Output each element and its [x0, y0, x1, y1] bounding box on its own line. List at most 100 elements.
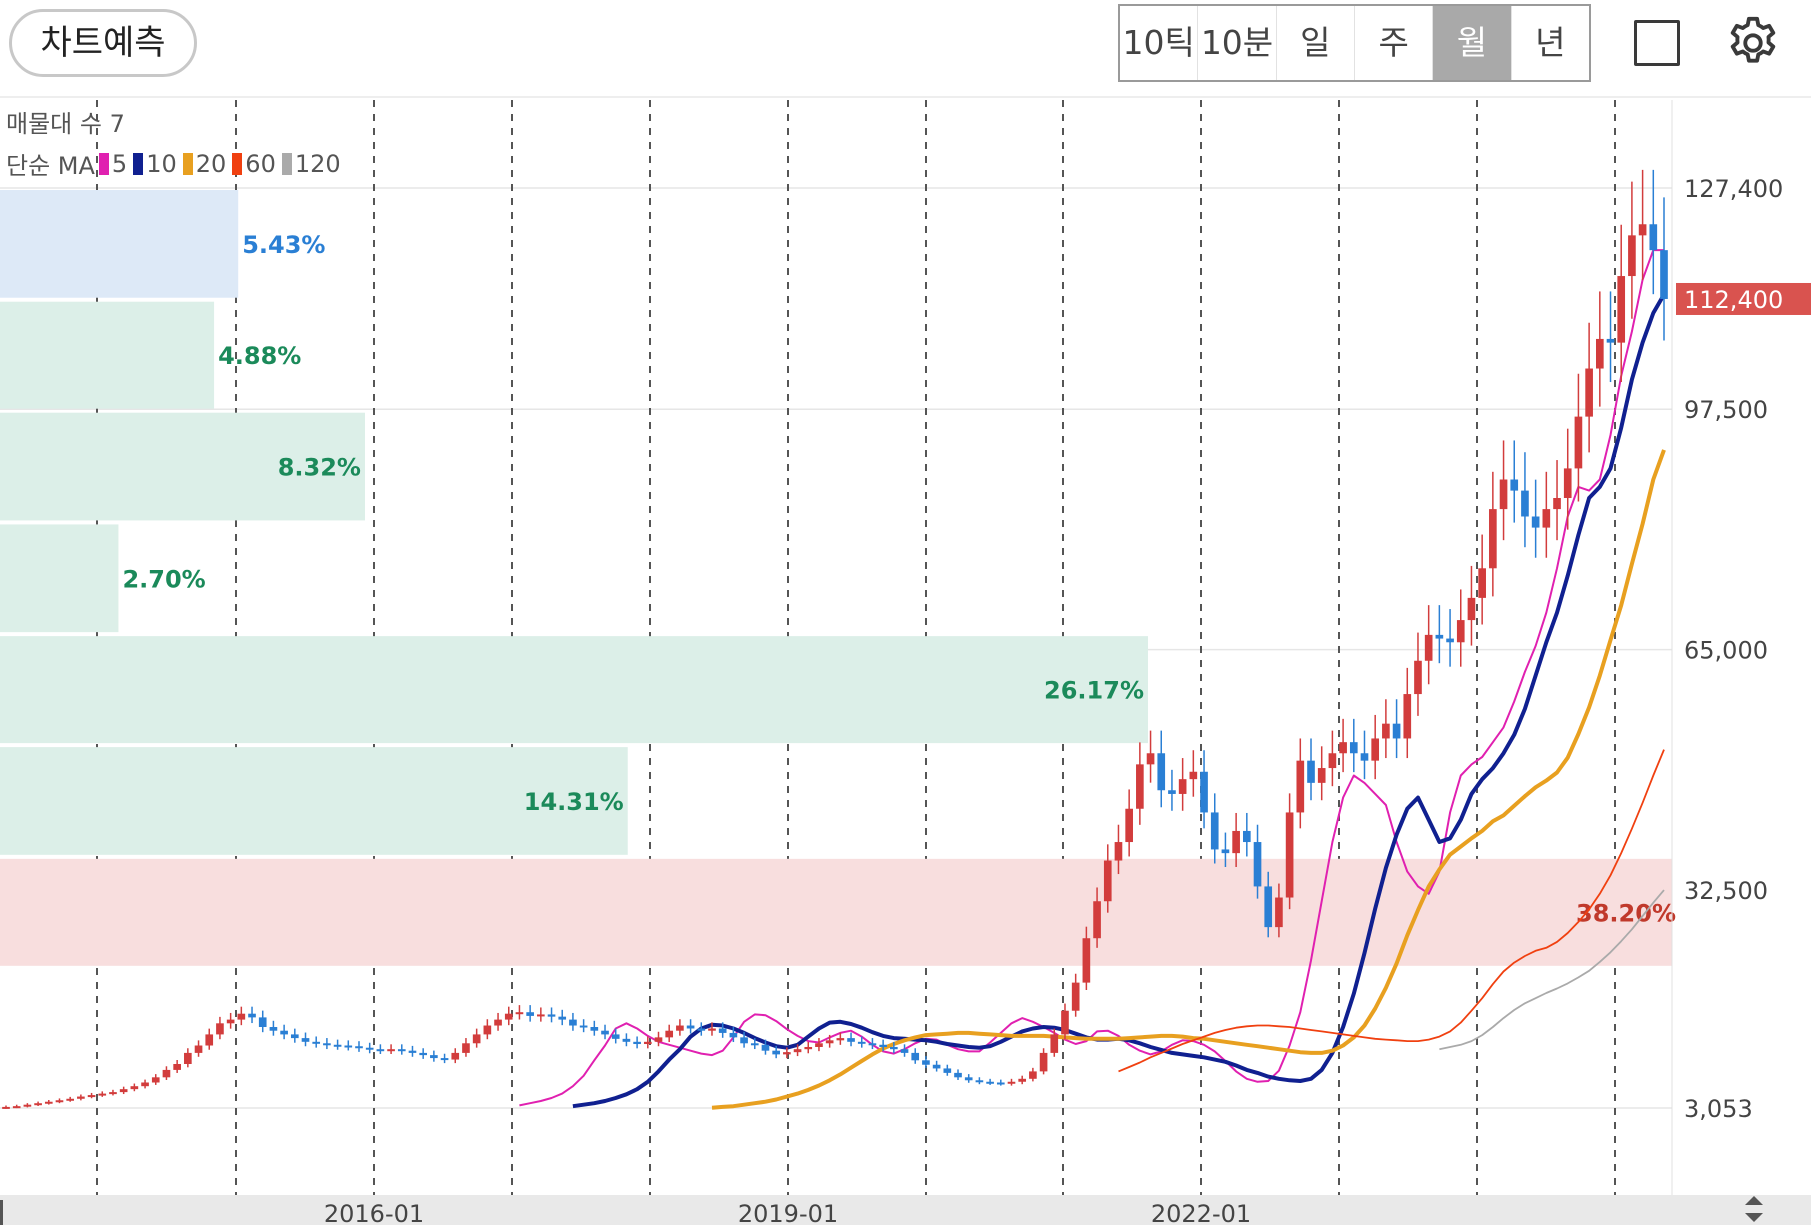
volume-profile: 5.43% 4.88% 8.32% 2.70% 26.17% 14.31% 38.20%: [0, 190, 1676, 966]
period-tab-month[interactable]: 월: [1433, 6, 1512, 80]
candle-down: [761, 1044, 770, 1051]
candle-down: [622, 1038, 631, 1042]
ma-legend-label: 단순 MA: [6, 152, 95, 180]
candle-up: [1617, 276, 1626, 343]
candle-up: [216, 1023, 224, 1035]
candle-down: [440, 1058, 449, 1061]
candle-down: [611, 1034, 620, 1039]
square-icon[interactable]: [1634, 20, 1680, 66]
volume-profile-bar: [0, 412, 365, 521]
candle-up: [1007, 1081, 1016, 1084]
candle-up: [77, 1096, 85, 1099]
y-tick-label: 65,000: [1684, 637, 1768, 665]
candle-down: [1360, 753, 1369, 761]
candle-up: [44, 1101, 53, 1104]
candle-down: [1307, 760, 1315, 783]
candle-down: [922, 1060, 930, 1065]
y-tick-label: 3,053: [1684, 1095, 1753, 1123]
candle-down: [1200, 771, 1208, 813]
volume-profile-percent: 26.17%: [1044, 677, 1144, 705]
axes: 3,05332,50065,00097,500127,400112,400201…: [0, 99, 1811, 1225]
candle-up: [1136, 764, 1144, 809]
ma5-label: 5: [111, 149, 128, 178]
ma20-swatch: [182, 152, 193, 175]
period-tab-day[interactable]: 일: [1277, 6, 1355, 80]
candle-down: [750, 1043, 759, 1046]
candle-down: [772, 1050, 780, 1055]
candle-down: [258, 1017, 267, 1028]
candle-down: [868, 1043, 877, 1046]
candle-up: [537, 1014, 545, 1017]
candle-up: [1382, 723, 1390, 739]
candle-up: [1585, 368, 1593, 417]
candle-up: [515, 1012, 524, 1015]
period-tab-10tick[interactable]: 10틱: [1120, 6, 1199, 80]
candle-down: [590, 1027, 599, 1031]
ma120-label: 120: [294, 149, 341, 178]
y-tick-label: 97,500: [1684, 396, 1768, 424]
candle-up: [1542, 509, 1551, 528]
candle-down: [1253, 842, 1262, 887]
scroll-left-marker: [0, 1200, 3, 1225]
candle-up: [1371, 738, 1380, 761]
candle-down: [954, 1072, 962, 1078]
candle-up: [462, 1043, 470, 1053]
candle-down: [686, 1025, 695, 1029]
candle-up: [1061, 1010, 1069, 1035]
candle-up: [130, 1086, 139, 1090]
candle-up: [836, 1038, 845, 1041]
candle-up: [55, 1100, 64, 1103]
candle-down: [419, 1052, 428, 1056]
candle-up: [1478, 568, 1486, 598]
candle-up: [483, 1025, 492, 1035]
candle-down: [847, 1038, 855, 1042]
candle-up: [109, 1092, 117, 1095]
candle-down: [408, 1050, 417, 1053]
candle-up: [1146, 753, 1155, 765]
candle-down: [323, 1043, 331, 1046]
period-tab-year[interactable]: 년: [1535, 23, 1566, 62]
candle-up: [1638, 224, 1647, 236]
candle-up: [194, 1045, 203, 1053]
gear-icon[interactable]: [1724, 14, 1782, 72]
candle-up: [1489, 509, 1497, 569]
current-price-label: 112,400: [1684, 286, 1783, 314]
volume-profile-bar: [0, 301, 215, 409]
candle-down: [526, 1012, 534, 1016]
candle-down: [1210, 812, 1219, 850]
candle-up: [173, 1064, 181, 1070]
ma120-swatch: [281, 152, 292, 175]
candle-down: [290, 1034, 299, 1039]
candle-up: [1414, 660, 1422, 695]
volume-profile-percent: 5.43%: [242, 231, 325, 259]
candles: [2, 169, 1668, 1109]
candle-up: [141, 1082, 149, 1087]
candle-down: [355, 1046, 363, 1049]
candle-down: [430, 1055, 438, 1059]
price-chart[interactable]: 5.43% 4.88% 8.32% 2.70% 26.17% 14.31% 38.20% 3…: [0, 98, 1811, 1225]
candle-up: [1082, 938, 1091, 983]
chart-predict-button[interactable]: 차트예측: [9, 9, 197, 77]
candle-down: [365, 1047, 374, 1050]
y-tick-label: 32,500: [1684, 877, 1768, 905]
period-selector: 10틱 10분 일 주 월 년: [1118, 4, 1591, 82]
period-tab-week[interactable]: 주: [1355, 6, 1434, 80]
candle-up: [205, 1034, 214, 1046]
candle-up: [1178, 779, 1187, 794]
resize-arrows-icon: [1745, 1196, 1763, 1222]
candle-up: [1328, 753, 1337, 769]
candle-up: [451, 1052, 460, 1060]
candle-up: [1071, 982, 1080, 1011]
candle-down: [344, 1045, 353, 1048]
candle-down: [1157, 753, 1166, 791]
volume-profile-bar: [0, 636, 1148, 744]
current-price-tag: [1676, 282, 1811, 315]
volume-profile-percent: 8.32%: [278, 454, 361, 482]
period-tab-10min[interactable]: 10분: [1198, 6, 1277, 80]
candle-up: [2, 1106, 10, 1109]
candle-down: [376, 1049, 385, 1052]
candle-down: [1531, 516, 1540, 528]
candle-up: [1456, 620, 1465, 643]
candle-up: [783, 1052, 791, 1055]
candle-down: [879, 1044, 887, 1047]
